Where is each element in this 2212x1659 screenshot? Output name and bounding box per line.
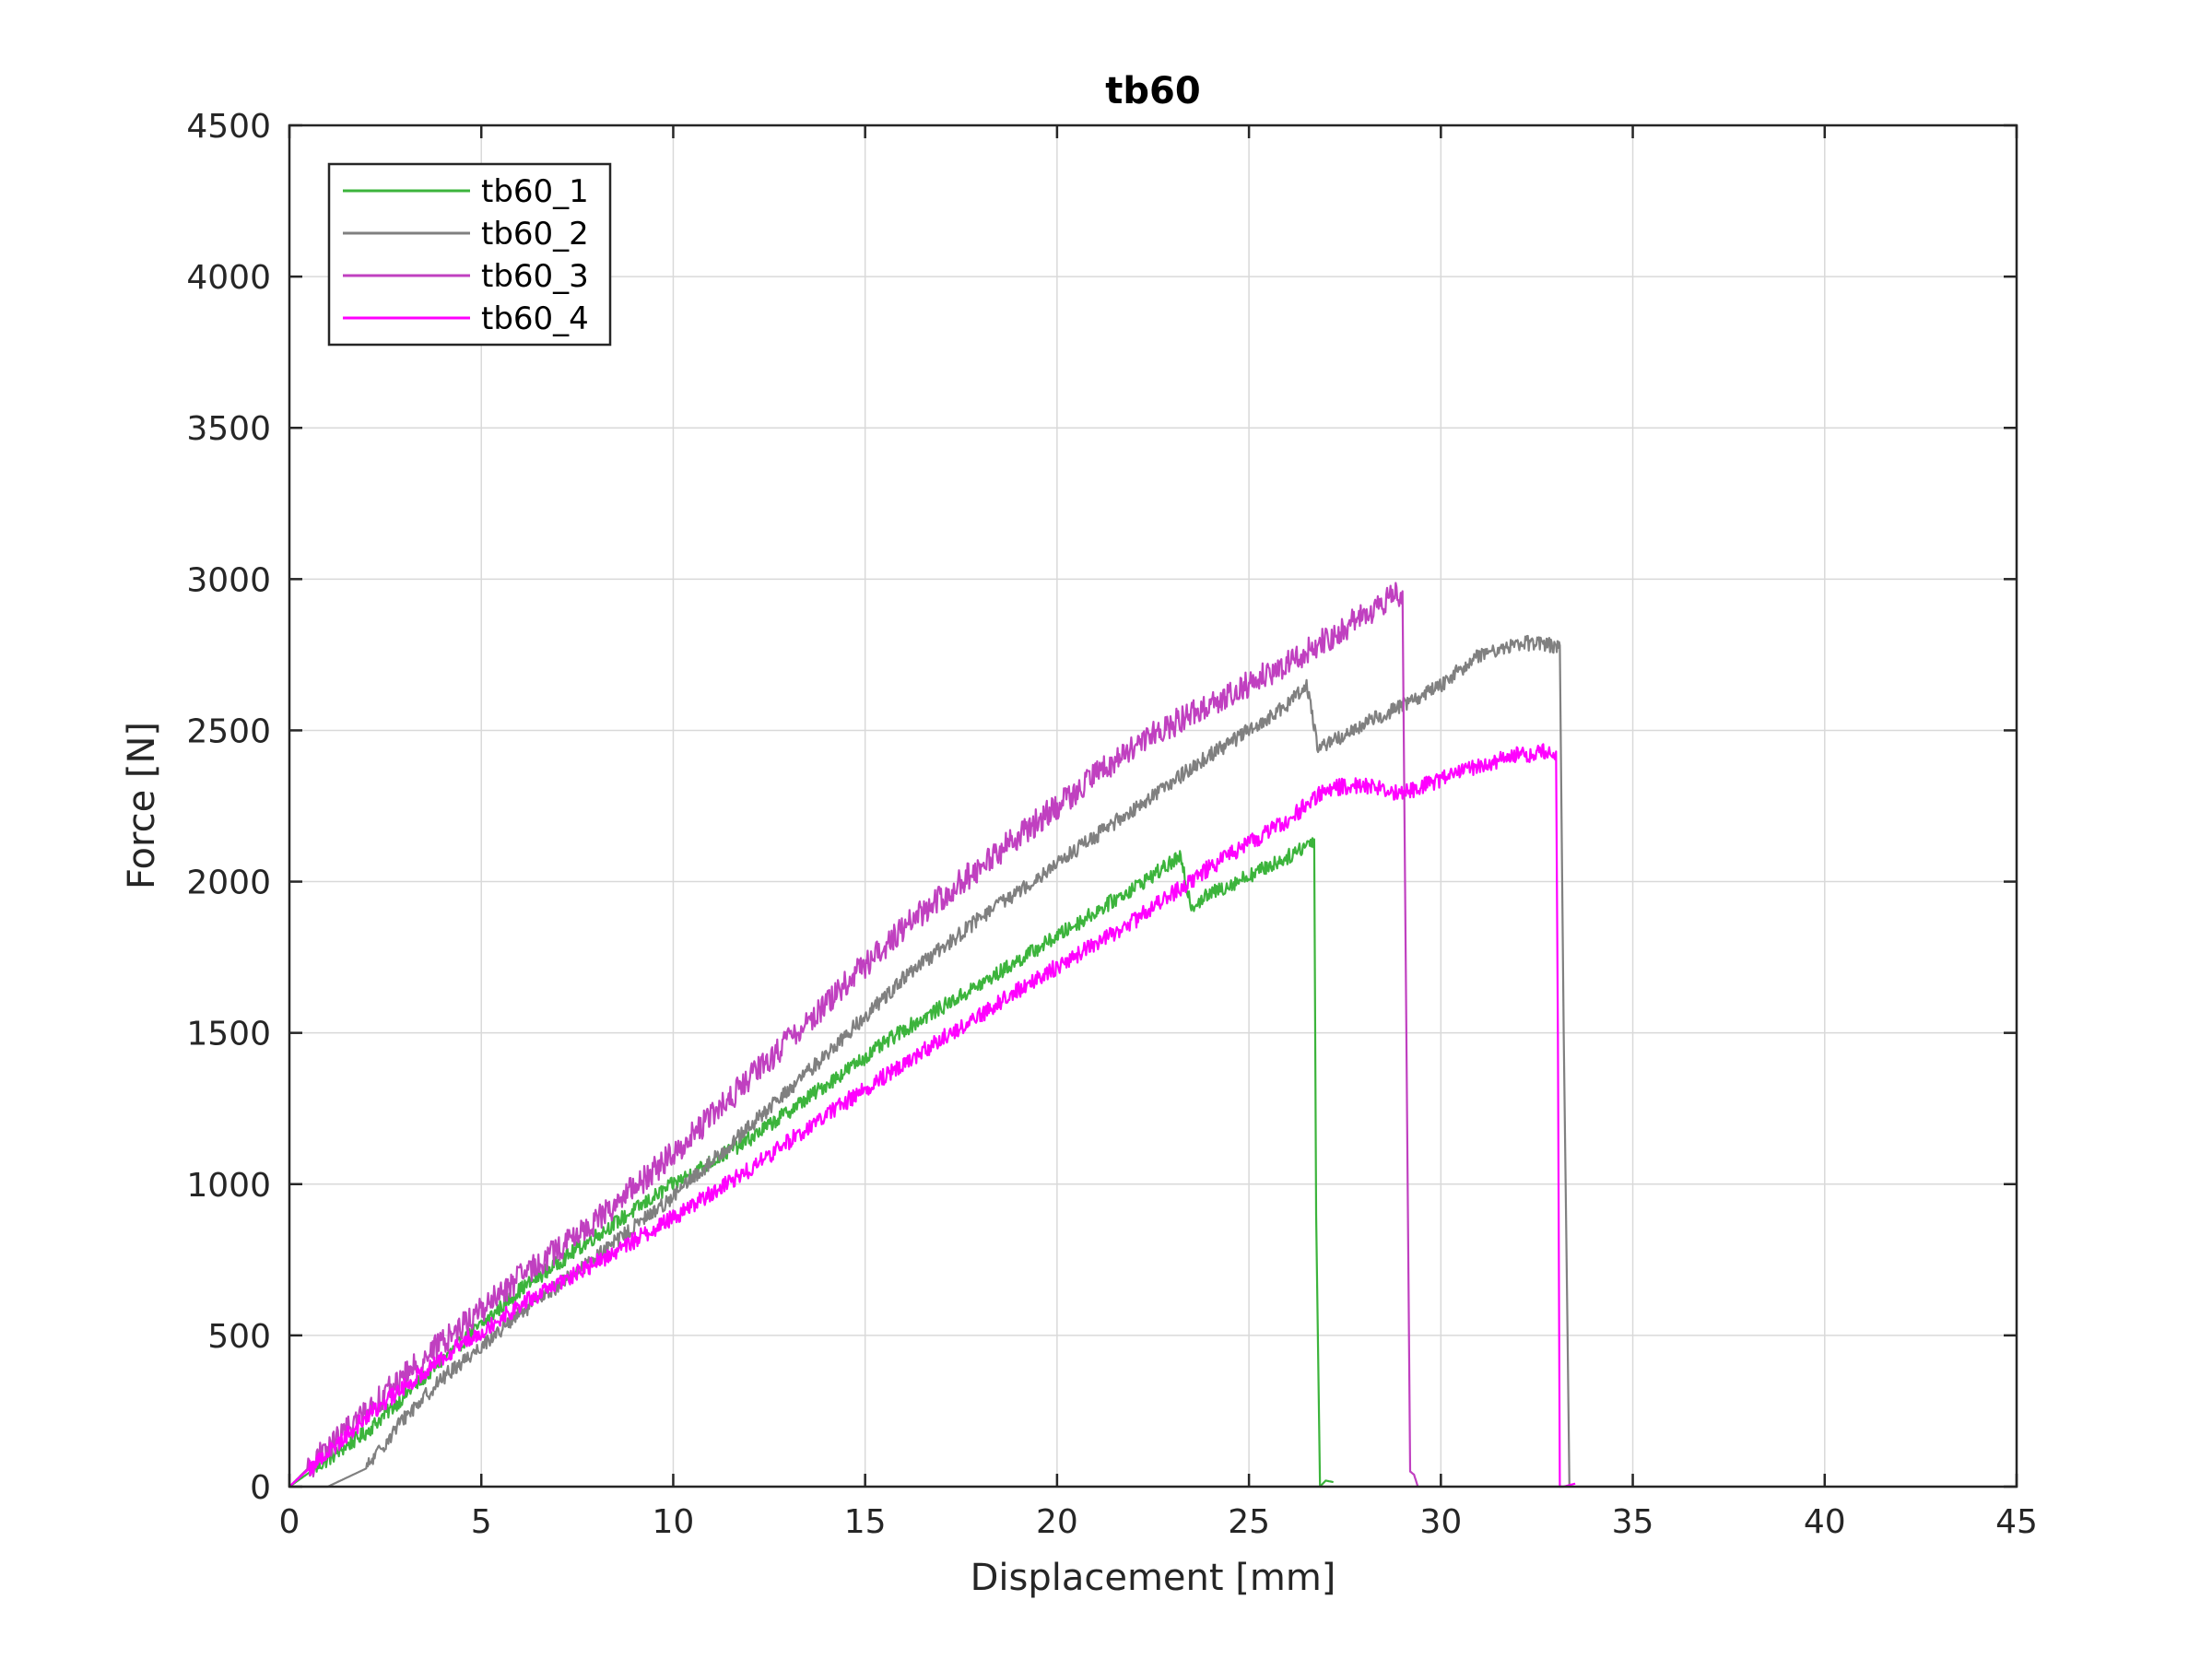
legend-label-tb60_4: tb60_4 bbox=[481, 300, 589, 337]
plot-area bbox=[289, 125, 2017, 1487]
legend-label-tb60_3: tb60_3 bbox=[481, 258, 589, 295]
x-tick-label: 45 bbox=[1995, 1503, 2038, 1541]
series-line-tb60_1 bbox=[288, 837, 1334, 1488]
chart-title: tb60 bbox=[1105, 70, 1200, 112]
y-tick-label: 3000 bbox=[186, 561, 271, 599]
x-tick-label: 0 bbox=[279, 1503, 300, 1541]
y-tick-label: 2000 bbox=[186, 865, 271, 902]
x-tick-label: 15 bbox=[844, 1503, 887, 1541]
y-tick-label: 4000 bbox=[186, 259, 271, 297]
y-tick-label: 2500 bbox=[186, 712, 271, 750]
tick-labels: 0 5 10 15 20 25 30 35 40 45 0 500 1000 1500 2000 2500 30… bbox=[186, 108, 2038, 1541]
x-tick-label: 35 bbox=[1612, 1503, 1654, 1541]
x-axis-label: Displacement [mm] bbox=[971, 1557, 1336, 1599]
legend: tb60_1 tb60_2 tb60_3 tb60_4 bbox=[327, 162, 612, 347]
y-tick-label: 1500 bbox=[186, 1016, 271, 1053]
y-tick-label: 4500 bbox=[186, 108, 271, 146]
x-tick-label: 40 bbox=[1804, 1503, 1846, 1541]
legend-label-tb60_1: tb60_1 bbox=[481, 173, 589, 210]
series-line-tb60_2 bbox=[288, 634, 1571, 1488]
x-tick-label: 30 bbox=[1419, 1503, 1462, 1541]
y-tick-label: 0 bbox=[250, 1469, 271, 1507]
axes-frame bbox=[288, 124, 2018, 1488]
x-tick-label: 5 bbox=[471, 1503, 492, 1541]
x-tick-label: 25 bbox=[1228, 1503, 1270, 1541]
legend-box bbox=[327, 162, 612, 347]
x-tick-label: 20 bbox=[1036, 1503, 1078, 1541]
y-axis-label: Force [N] bbox=[121, 722, 163, 889]
y-tick-label: 1000 bbox=[186, 1167, 271, 1205]
y-tick-label: 3500 bbox=[186, 410, 271, 448]
y-tick-label: 500 bbox=[207, 1318, 271, 1356]
series-line-tb60_3 bbox=[288, 582, 1419, 1488]
legend-label-tb60_2: tb60_2 bbox=[481, 216, 589, 253]
series-line-tb60_4 bbox=[288, 743, 1576, 1488]
ticks bbox=[288, 124, 2018, 1488]
x-tick-label: 10 bbox=[653, 1503, 695, 1541]
series-layer bbox=[288, 582, 1576, 1488]
